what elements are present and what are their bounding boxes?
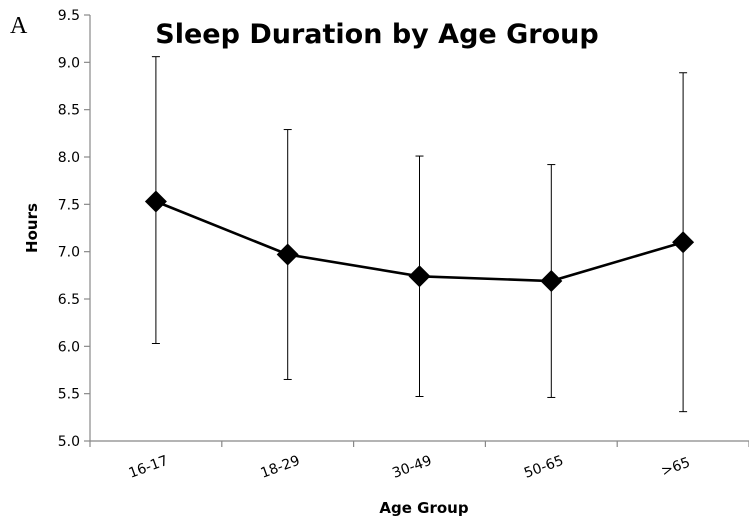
x-tick-label: 50-65 bbox=[522, 453, 566, 482]
y-tick-label: 7.5 bbox=[58, 197, 80, 213]
y-tick-label: 6.5 bbox=[58, 292, 80, 308]
panel-letter: A bbox=[10, 13, 28, 39]
series-group bbox=[144, 190, 695, 293]
y-tick-label: 9.0 bbox=[58, 55, 80, 71]
y-tick-label: 8.0 bbox=[58, 150, 80, 166]
data-point bbox=[408, 265, 431, 288]
x-tick-label: 16-17 bbox=[127, 453, 171, 482]
y-tick-label: 9.5 bbox=[58, 8, 80, 24]
axes bbox=[89, 15, 749, 442]
y-tick-label: 8.5 bbox=[58, 103, 80, 119]
x-tick-label: >65 bbox=[659, 455, 692, 480]
x-tick-label: 18-29 bbox=[258, 453, 302, 482]
data-point bbox=[540, 270, 563, 293]
data-point bbox=[276, 243, 299, 266]
y-tick-label: 7.0 bbox=[58, 245, 80, 261]
y-ticks: 5.0 5.5 6.0 6.5 7.0 7.5 8.0 8.5 9.0 9.5 bbox=[58, 8, 90, 450]
x-axis-label: Age Group bbox=[379, 499, 468, 517]
x-ticks: 16-17 18-29 30-49 50-65 >65 bbox=[89, 441, 749, 482]
y-tick-label: 5.5 bbox=[58, 387, 80, 403]
data-point bbox=[144, 190, 167, 213]
y-tick-label: 6.0 bbox=[58, 339, 80, 355]
y-tick-label: 5.0 bbox=[58, 434, 80, 450]
chart-title: Sleep Duration by Age Group bbox=[155, 19, 598, 50]
x-tick-label: 30-49 bbox=[390, 453, 434, 482]
y-axis-label: Hours bbox=[23, 203, 41, 253]
data-point bbox=[672, 231, 695, 254]
error-bars bbox=[151, 56, 688, 413]
